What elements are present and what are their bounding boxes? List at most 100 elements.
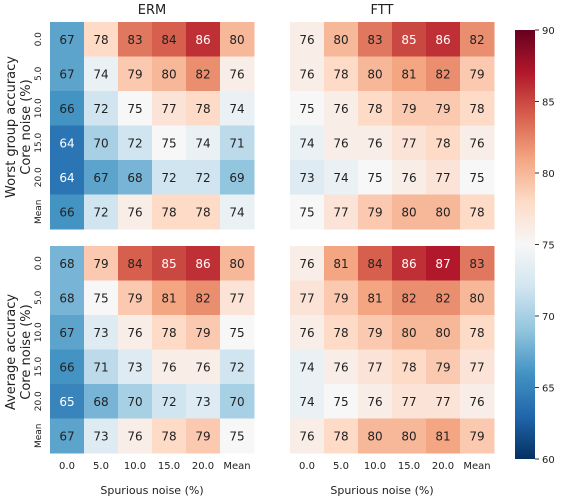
- heatmap-cell: [118, 315, 153, 350]
- heatmap-cell: [186, 315, 221, 350]
- cell-value-label: 83: [469, 257, 484, 271]
- heatmap-cell: [358, 280, 393, 316]
- heatmap-cell: [84, 246, 119, 281]
- heatmap-cell: [392, 22, 427, 57]
- y-tick-label: 10.0: [34, 98, 44, 118]
- cell-value-label: 85: [401, 33, 416, 47]
- heatmap-cell: [460, 384, 495, 419]
- cell-value-label: 86: [195, 257, 210, 271]
- cell-value-label: 80: [333, 33, 348, 47]
- y-tick-label: 0.0: [34, 256, 44, 271]
- heatmap-cell: [152, 194, 187, 230]
- heatmap-cell: [392, 56, 427, 92]
- cell-value-label: 72: [229, 360, 244, 374]
- heatmap-cell: [186, 280, 221, 316]
- cell-value-label: 80: [229, 33, 244, 47]
- ylabel-bottom-line2: Core noise (%): [19, 304, 34, 399]
- xlabel-right: Spurious noise (%): [330, 484, 433, 497]
- heatmap-cell: [426, 384, 461, 419]
- cell-value-label: 66: [59, 102, 74, 116]
- heatmap-cell: [186, 384, 221, 419]
- cell-value-label: 80: [367, 429, 382, 443]
- x-tick-label: 5.0: [333, 461, 349, 472]
- cell-value-label: 75: [299, 205, 314, 219]
- y-tick-label: 5.0: [34, 290, 44, 305]
- cell-value-label: 81: [333, 257, 348, 271]
- cell-value-label: 79: [469, 67, 484, 81]
- cell-value-label: 86: [401, 257, 416, 271]
- heatmap-cell: [460, 280, 495, 316]
- heatmap-cell: [152, 125, 187, 161]
- heatmap-cell: [460, 246, 495, 281]
- cell-value-label: 85: [161, 257, 176, 271]
- cell-value-label: 78: [161, 205, 176, 219]
- cell-value-label: 76: [127, 429, 142, 443]
- cell-value-label: 80: [435, 205, 450, 219]
- cell-value-label: 68: [59, 291, 74, 305]
- colorbar-tick-label: 85: [542, 98, 555, 109]
- cell-value-label: 69: [229, 171, 244, 185]
- cell-value-label: 79: [435, 102, 450, 116]
- cell-value-label: 78: [93, 33, 108, 47]
- heatmap-cell: [290, 246, 325, 281]
- heatmap-cell: [152, 418, 187, 454]
- cell-value-label: 66: [59, 360, 74, 374]
- heatmap-cell: [324, 160, 359, 195]
- cell-value-label: 79: [435, 360, 450, 374]
- x-tick-label: 20.0: [192, 461, 214, 472]
- heatmap-cell: [358, 349, 393, 385]
- heatmap-cell: [392, 384, 427, 419]
- heatmap-panels: 67 78 83 84 86 80 67 74 79 80 82 76 66 72 75 77 78 74 64 70…: [34, 22, 495, 472]
- x-tick-label: 20.0: [432, 461, 454, 472]
- cell-value-label: 71: [93, 360, 108, 374]
- cell-value-label: 83: [127, 33, 142, 47]
- heatmap-cell: [220, 160, 255, 195]
- colorbar-tick-label: 60: [542, 455, 555, 466]
- cell-value-label: 82: [469, 33, 484, 47]
- cell-value-label: 76: [127, 205, 142, 219]
- x-tick-label: 0.0: [299, 461, 315, 472]
- cell-value-label: 76: [469, 136, 484, 150]
- heatmap-cell: [324, 418, 359, 454]
- ylabel-top-line2: Core noise (%): [19, 79, 34, 174]
- colorbar-tick-label: 65: [542, 384, 555, 395]
- heatmap-cell: [84, 280, 119, 316]
- heatmap-cell: [84, 384, 119, 419]
- x-tick-label: 10.0: [364, 461, 386, 472]
- cell-value-label: 78: [469, 102, 484, 116]
- y-tick-label: Mean: [34, 423, 44, 448]
- heatmap-cell: [186, 56, 221, 92]
- cell-value-label: 81: [435, 429, 450, 443]
- heatmap-cell: [426, 22, 461, 57]
- cell-value-label: 76: [367, 136, 382, 150]
- heatmap-cell: [392, 246, 427, 281]
- heatmap-cell: [426, 160, 461, 195]
- heatmap-cell: [152, 315, 187, 350]
- heatmap-cell: [118, 418, 153, 454]
- heatmap-cell: [290, 349, 325, 385]
- cell-value-label: 67: [59, 67, 74, 81]
- cell-value-label: 72: [195, 171, 210, 185]
- heatmap-cell: [84, 91, 119, 126]
- heatmap-cell: [426, 280, 461, 316]
- y-tick-label: 20.0: [34, 391, 44, 411]
- heatmap-cell: [84, 56, 119, 92]
- cell-value-label: 70: [127, 395, 142, 409]
- cell-value-label: 75: [161, 136, 176, 150]
- heatmap-cell: [50, 246, 85, 281]
- heatmap-cell: [358, 418, 393, 454]
- cell-value-label: 74: [299, 395, 314, 409]
- ylabel-top: Worst group accuracy Core noise (%): [4, 56, 34, 198]
- cell-value-label: 79: [195, 429, 210, 443]
- heatmap-cell: [324, 280, 359, 316]
- heatmap-cell: [50, 384, 85, 419]
- cell-value-label: 82: [435, 67, 450, 81]
- cell-value-label: 76: [469, 395, 484, 409]
- heatmap-cell: [220, 246, 255, 281]
- cell-value-label: 76: [401, 171, 416, 185]
- cell-value-label: 72: [93, 205, 108, 219]
- cell-value-label: 78: [401, 360, 416, 374]
- cell-value-label: 80: [401, 429, 416, 443]
- cell-value-label: 80: [229, 257, 244, 271]
- cell-value-label: 80: [435, 326, 450, 340]
